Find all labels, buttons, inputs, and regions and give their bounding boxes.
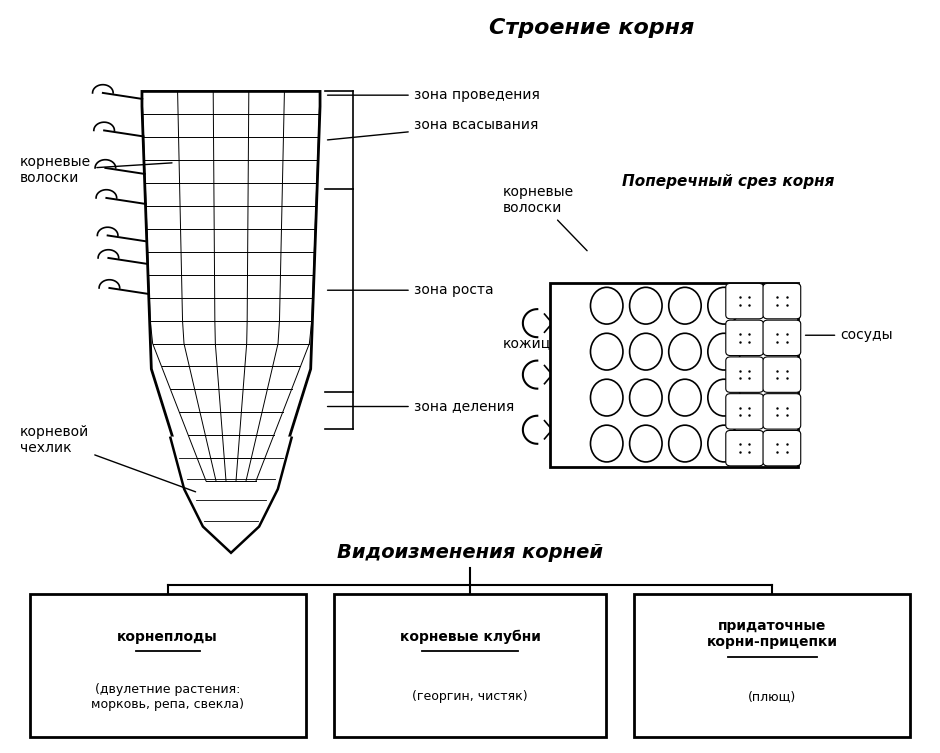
FancyBboxPatch shape bbox=[726, 394, 763, 429]
Text: Строение корня: Строение корня bbox=[489, 17, 695, 38]
Ellipse shape bbox=[668, 380, 701, 416]
Bar bbox=[634, 594, 911, 736]
Ellipse shape bbox=[630, 425, 662, 462]
FancyBboxPatch shape bbox=[726, 357, 763, 392]
Ellipse shape bbox=[630, 380, 662, 416]
Ellipse shape bbox=[630, 334, 662, 370]
FancyBboxPatch shape bbox=[763, 357, 801, 392]
Ellipse shape bbox=[708, 425, 741, 462]
Text: зона деления: зона деления bbox=[327, 400, 514, 413]
Text: зона роста: зона роста bbox=[327, 283, 494, 297]
FancyBboxPatch shape bbox=[763, 431, 801, 466]
Text: корнеплоды: корнеплоды bbox=[118, 630, 218, 644]
Ellipse shape bbox=[590, 288, 623, 324]
FancyBboxPatch shape bbox=[763, 394, 801, 429]
Ellipse shape bbox=[590, 425, 623, 462]
Ellipse shape bbox=[668, 425, 701, 462]
FancyBboxPatch shape bbox=[726, 431, 763, 466]
Text: корневые клубни: корневые клубни bbox=[400, 630, 540, 644]
Text: корневой
чехлик: корневой чехлик bbox=[20, 425, 196, 492]
Ellipse shape bbox=[590, 334, 623, 370]
FancyBboxPatch shape bbox=[763, 283, 801, 319]
Text: придаточные
корни-прицепки: придаточные корни-прицепки bbox=[707, 619, 838, 649]
FancyBboxPatch shape bbox=[726, 320, 763, 355]
Ellipse shape bbox=[630, 288, 662, 324]
Text: (двулетние растения:
морковь, репа, свекла): (двулетние растения: морковь, репа, свек… bbox=[91, 683, 244, 711]
Text: зона всасывания: зона всасывания bbox=[327, 118, 538, 140]
Text: кожица: кожица bbox=[503, 336, 595, 349]
Ellipse shape bbox=[708, 288, 741, 324]
FancyBboxPatch shape bbox=[763, 320, 801, 355]
Bar bbox=[334, 594, 606, 736]
Ellipse shape bbox=[708, 334, 741, 370]
PathPatch shape bbox=[170, 437, 292, 553]
FancyBboxPatch shape bbox=[726, 283, 763, 319]
Ellipse shape bbox=[668, 334, 701, 370]
Ellipse shape bbox=[668, 288, 701, 324]
Text: зона проведения: зона проведения bbox=[327, 88, 540, 102]
Text: Видоизменения корней: Видоизменения корней bbox=[337, 544, 603, 562]
PathPatch shape bbox=[142, 91, 320, 534]
Text: (георгин, чистяк): (георгин, чистяк) bbox=[412, 691, 528, 703]
Bar bbox=[29, 594, 306, 736]
Text: корневые
волоски: корневые волоски bbox=[503, 185, 588, 251]
Ellipse shape bbox=[708, 380, 741, 416]
Bar bbox=[550, 282, 798, 467]
Ellipse shape bbox=[590, 380, 623, 416]
Text: сосуды: сосуды bbox=[806, 328, 893, 342]
Text: корневые
волоски: корневые волоски bbox=[20, 155, 172, 185]
Text: (плющ): (плющ) bbox=[748, 691, 796, 703]
Text: Поперечный срез корня: Поперечный срез корня bbox=[621, 174, 834, 189]
